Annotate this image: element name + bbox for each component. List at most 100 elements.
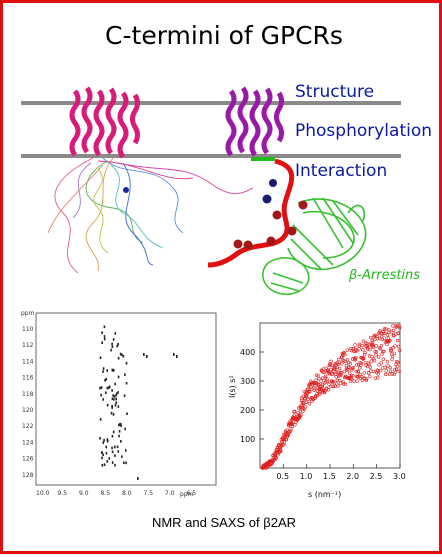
nmr-peak: [106, 403, 109, 407]
saxs-point: [327, 382, 331, 387]
saxs-point: [322, 370, 326, 374]
saxs-point: [388, 365, 392, 370]
saxs-point: [351, 373, 355, 378]
saxs-point: [382, 349, 386, 354]
saxs-point: [290, 421, 294, 426]
saxs-point: [382, 336, 386, 340]
saxs-point: [388, 338, 392, 343]
saxs-point: [388, 369, 393, 373]
nmr-peak: [102, 370, 104, 373]
nmr-peak: [103, 325, 106, 329]
slide-title: C-termini of GPCRs: [105, 21, 343, 50]
nmr-peak: [101, 463, 104, 467]
saxs-point: [374, 353, 378, 357]
nmr-peak: [125, 361, 128, 365]
nmr-y-tick: 118: [22, 391, 34, 398]
saxs-point: [359, 363, 363, 367]
saxs-point: [374, 344, 378, 348]
nmr-peak: [117, 405, 120, 408]
saxs-point: [341, 353, 345, 357]
saxs-point: [394, 367, 399, 372]
nmr-y-tick: 128: [22, 472, 34, 479]
saxs-point: [374, 350, 379, 354]
saxs-point: [396, 344, 401, 349]
saxs-x-tick: 1.0: [300, 472, 313, 481]
saxs-point: [390, 354, 395, 359]
saxs-point: [389, 348, 393, 352]
saxs-point: [328, 363, 333, 367]
saxs-point: [354, 355, 358, 360]
nmr-peak: [118, 429, 121, 433]
saxs-point: [371, 340, 375, 344]
saxs-y-tick: 200: [240, 406, 255, 415]
saxs-xlabel: s (nm⁻¹): [308, 490, 341, 499]
saxs-point: [323, 374, 328, 378]
saxs-point: [330, 372, 335, 376]
nmr-peak: [99, 436, 101, 440]
saxs-point: [315, 394, 320, 398]
nmr-peak: [105, 377, 108, 381]
phosphorylation-sites: [233, 179, 308, 250]
saxs-point: [292, 409, 297, 414]
saxs-point: [364, 378, 369, 383]
saxs-point: [385, 342, 389, 347]
saxs-point: [337, 366, 342, 371]
nmr-peak: [111, 389, 113, 392]
saxs-point: [309, 385, 313, 389]
saxs-point: [372, 357, 376, 361]
nmr-peak: [108, 457, 111, 460]
nmr-peak: [111, 406, 114, 409]
nmr-peak: [114, 403, 117, 407]
saxs-point: [314, 378, 318, 382]
saxs-point: [389, 330, 394, 335]
saxs-y-tick: 300: [240, 377, 255, 386]
saxs-point: [342, 369, 347, 374]
saxs-point: [367, 371, 371, 375]
saxs-point: [370, 355, 374, 359]
saxs-point: [319, 379, 323, 383]
nmr-peak: [101, 451, 103, 455]
saxs-point: [369, 359, 374, 363]
saxs-point: [288, 429, 293, 433]
saxs-point: [302, 389, 306, 394]
saxs-point: [343, 353, 347, 357]
saxs-point: [382, 327, 387, 331]
saxs-x-tick: 2.5: [370, 472, 383, 481]
saxs-point: [336, 362, 341, 366]
nmr-peak: [111, 345, 114, 349]
nmr-peak: [103, 335, 106, 338]
nmr-peak: [114, 382, 116, 386]
saxs-point: [349, 374, 353, 378]
nmr-peak: [115, 397, 118, 401]
saxs-point: [387, 328, 391, 332]
label-structure: Structure: [295, 82, 375, 102]
saxs-point: [362, 371, 366, 375]
saxs-point: [379, 343, 384, 348]
c-terminus-ensemble: [47, 157, 254, 274]
nmr-y-tick: 122: [22, 423, 34, 430]
saxs-x-tick: 0.5: [276, 472, 289, 481]
saxs-point: [341, 382, 346, 386]
saxs-point: [396, 360, 400, 365]
saxs-point: [306, 390, 311, 394]
saxs-point: [359, 361, 364, 365]
saxs-point: [396, 331, 401, 335]
nmr-x-tick: 10.0: [36, 490, 50, 497]
nmr-peak: [117, 450, 120, 453]
saxs-point: [336, 384, 340, 388]
nmr-peak: [106, 439, 109, 443]
nmr-peak: [106, 438, 109, 441]
saxs-point: [320, 384, 324, 388]
saxs-point: [378, 368, 383, 373]
saxs-point: [376, 372, 380, 376]
saxs-point: [354, 363, 359, 367]
nmr-peak: [103, 337, 106, 341]
saxs-point: [348, 362, 352, 366]
nmr-peak: [126, 412, 128, 416]
saxs-point: [345, 358, 350, 362]
nmr-peak: [103, 463, 106, 466]
nmr-peak: [115, 392, 118, 396]
nmr-peak: [125, 461, 127, 465]
saxs-point: [308, 390, 312, 394]
saxs-point: [300, 405, 304, 410]
